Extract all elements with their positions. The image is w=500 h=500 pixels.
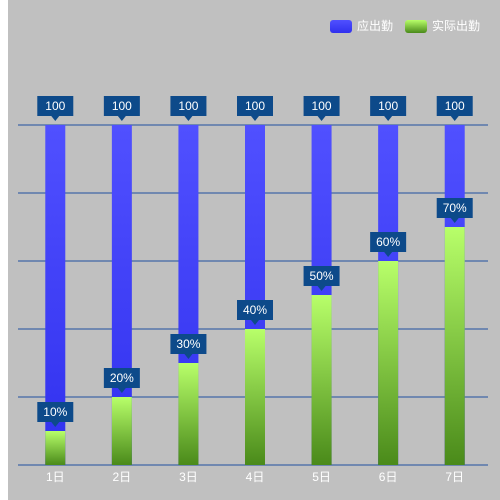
value-label-box — [436, 198, 473, 223]
legend-label: 实际出勤 — [432, 18, 480, 33]
value-label: 100 — [112, 99, 132, 113]
value-label-box — [37, 402, 74, 427]
value-label: 100 — [445, 99, 465, 113]
value-label-box — [37, 96, 74, 121]
value-label: 60% — [376, 235, 400, 249]
value-label-box — [103, 368, 140, 393]
value-label: 20% — [110, 371, 134, 385]
x-tick-label: 4日 — [246, 470, 265, 484]
value-label: 100 — [378, 99, 398, 113]
value-label-box — [237, 300, 273, 325]
bar — [311, 295, 332, 465]
value-label-box — [370, 232, 407, 257]
x-tick-label: 2日 — [113, 470, 132, 484]
x-tick-label: 5日 — [312, 470, 331, 484]
value-label: 100 — [178, 99, 198, 113]
value-label: 10% — [43, 405, 67, 419]
value-label-box — [303, 266, 340, 291]
value-label: 50% — [310, 269, 334, 283]
bar — [111, 397, 132, 465]
x-tick-label: 6日 — [379, 470, 398, 484]
value-label-box — [370, 96, 407, 121]
legend-swatch — [405, 20, 428, 33]
bar — [45, 431, 66, 465]
legend-swatch — [330, 20, 352, 33]
value-label: 70% — [443, 201, 467, 215]
bar — [444, 227, 465, 465]
value-label-box — [170, 334, 207, 359]
x-tick-label: 7日 — [445, 470, 464, 484]
legend-label: 应出勤 — [357, 18, 393, 33]
value-label-box — [303, 96, 340, 121]
value-label: 40% — [243, 303, 267, 317]
value-label-box — [170, 96, 207, 121]
x-tick-label: 3日 — [179, 470, 198, 484]
x-tick-label: 1日 — [46, 470, 65, 484]
bar — [245, 329, 265, 465]
value-label: 100 — [312, 99, 332, 113]
value-label-box — [103, 96, 140, 121]
value-label: 100 — [45, 99, 65, 113]
value-label: 100 — [245, 99, 265, 113]
bar — [378, 261, 399, 465]
value-label-box — [237, 96, 273, 121]
value-label-box — [436, 96, 473, 121]
value-label: 30% — [176, 337, 200, 351]
bar — [178, 363, 199, 465]
bar — [45, 125, 66, 465]
